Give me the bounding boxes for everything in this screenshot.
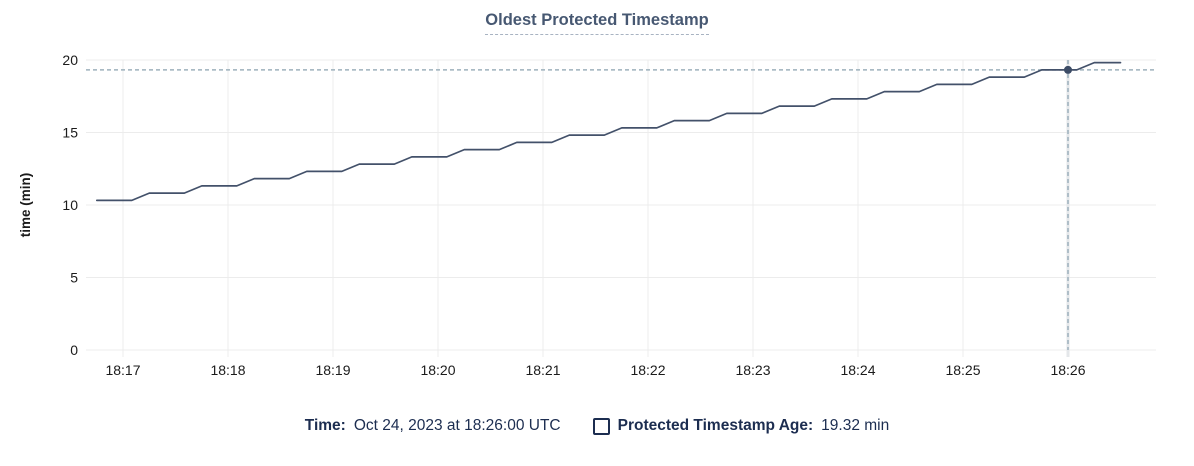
legend-time-label: Time: [304,417,346,434]
legend-time-value: Oct 24, 2023 at 18:26:00 UTC [353,417,561,434]
x-tick-label: 18:26 [1050,362,1085,378]
highlight-dot[interactable] [1064,65,1072,74]
x-tick-label: 18:23 [735,362,770,378]
x-tick-label: 18:20 [420,362,455,378]
x-tick-label: 18:17 [105,362,140,378]
legend-series-value: 19.32 min [821,417,890,434]
legend-series-label: Protected Timestamp Age: [617,417,814,434]
y-tick-label: 10 [62,197,78,213]
y-tick-label: 0 [70,342,78,358]
y-tick-label: 5 [70,270,78,286]
x-tick-label: 18:19 [315,362,350,378]
series-line [95,61,1122,202]
x-tick-label: 18:21 [525,362,560,378]
x-tick-label: 18:22 [630,362,665,378]
y-tick-label: 20 [62,52,78,68]
x-tick-label: 18:24 [840,362,875,378]
series-toggle-checkbox[interactable] [592,417,610,435]
x-tick-label: 18:25 [945,362,980,378]
y-tick-label: 15 [62,125,78,141]
y-axis-label: time (min) [18,173,33,238]
chart-title[interactable]: Oldest Protected Timestamp [485,11,709,35]
chart-header: Oldest Protected Timestamp [0,11,1194,35]
line-chart-canvas[interactable]: 0 5 10 15 20 18:17 18:18 18:19 18:20 18:21 18:22 18… [0,0,1194,400]
chart-legend: Time: Oct 24, 2023 at 18:26:00 UTC Prote… [0,417,1194,435]
x-tick-label: 18:18 [210,362,245,378]
